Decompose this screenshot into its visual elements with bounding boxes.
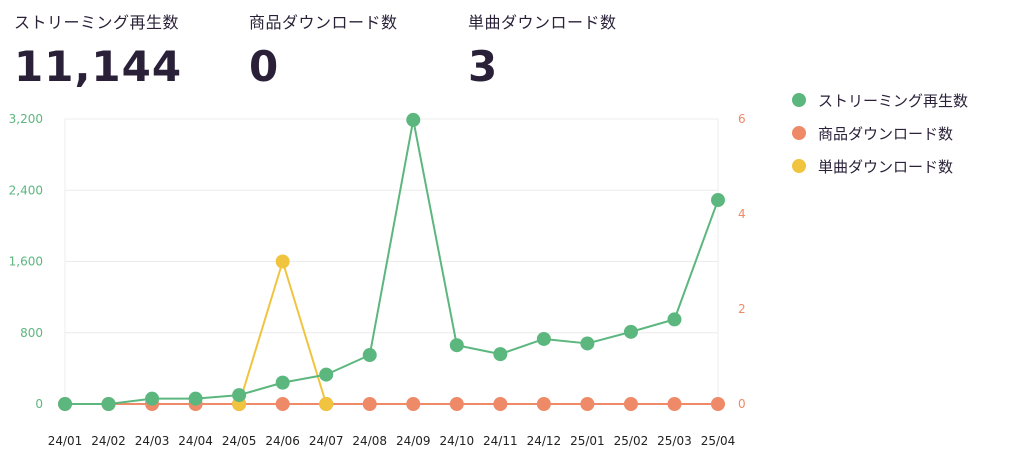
data-point	[58, 397, 72, 411]
data-point	[232, 388, 247, 403]
legend-label: 商品ダウンロード数	[818, 124, 954, 143]
legend-item-streaming[interactable]: ストリーミング再生数	[792, 90, 968, 110]
stat-single-downloads: 単曲ダウンロード数 3	[468, 12, 617, 92]
y-tick-label-left: 3,200	[9, 112, 43, 126]
x-tick-label: 24/11	[483, 434, 518, 448]
legend-item-single[interactable]: 単曲ダウンロード数	[792, 156, 968, 176]
x-axis-ticks: 24/01 24/02 24/03 24/04 24/05 24/06 24/07 24/08…	[48, 434, 736, 448]
x-tick-label: 24/03	[135, 434, 170, 448]
y-tick-label-left: 0	[35, 397, 43, 411]
legend-swatch	[792, 93, 806, 107]
x-tick-label: 25/03	[657, 434, 692, 448]
stat-value: 0	[249, 42, 280, 91]
x-tick-label: 25/04	[701, 434, 736, 448]
stat-label: 単曲ダウンロード数	[468, 13, 617, 32]
data-point	[493, 347, 508, 362]
y-tick-label-left: 800	[20, 326, 43, 340]
stat-value: 3	[468, 42, 499, 91]
data-point	[275, 375, 290, 390]
y-tick-label-right: 2	[738, 302, 746, 316]
legend-label: 単曲ダウンロード数	[818, 157, 954, 176]
y-tick-label-left: 2,400	[9, 183, 43, 197]
data-point	[623, 397, 638, 411]
data-point	[711, 193, 725, 208]
data-point	[275, 397, 290, 411]
stat-value: 11,144	[14, 42, 183, 91]
legend-item-product[interactable]: 商品ダウンロード数	[792, 123, 968, 143]
chart-legend: ストリーミング再生数 商品ダウンロード数 単曲ダウンロード数	[792, 90, 968, 189]
series	[58, 112, 725, 411]
data-point	[145, 391, 160, 406]
y-tick-label-right: 4	[738, 207, 746, 221]
data-point	[667, 312, 682, 327]
data-point	[188, 391, 203, 406]
data-point	[580, 336, 595, 351]
legend-swatch	[792, 126, 806, 140]
series-line	[65, 118, 719, 405]
y-tick-label-left: 1,600	[9, 255, 43, 269]
data-point	[275, 254, 290, 269]
data-point	[536, 397, 551, 411]
stat-label: 商品ダウンロード数	[249, 13, 398, 32]
data-point	[623, 324, 638, 339]
data-point	[101, 397, 116, 411]
x-tick-label: 24/05	[222, 434, 257, 448]
x-tick-label: 25/02	[614, 434, 649, 448]
x-tick-label: 24/10	[440, 434, 475, 448]
data-point	[406, 112, 421, 127]
data-point	[362, 348, 377, 363]
data-point	[319, 367, 334, 382]
data-point	[667, 397, 682, 411]
data-point	[406, 397, 421, 411]
x-tick-label: 24/08	[352, 434, 387, 448]
left-axis-ticks: 0 800 1,600 2,400 3,200	[9, 112, 43, 411]
stat-product-downloads: 商品ダウンロード数 0	[249, 12, 398, 92]
data-point	[711, 397, 725, 411]
legend-label: ストリーミング再生数	[818, 91, 969, 110]
data-point	[493, 397, 508, 411]
grid	[64, 118, 719, 405]
data-point	[536, 331, 551, 346]
stat-label: ストリーミング再生数	[14, 13, 180, 32]
x-tick-label: 24/06	[265, 434, 300, 448]
x-tick-label: 24/04	[178, 434, 213, 448]
x-tick-label: 24/07	[309, 434, 344, 448]
data-point	[449, 397, 464, 411]
stat-streaming-plays: ストリーミング再生数 11,144	[14, 12, 182, 92]
data-point	[362, 397, 377, 411]
legend-swatch	[792, 159, 806, 173]
data-point	[449, 338, 464, 353]
y-tick-label-right: 6	[738, 112, 746, 126]
x-tick-label: 24/09	[396, 434, 431, 448]
x-tick-label: 25/01	[570, 434, 605, 448]
x-tick-label: 24/02	[91, 434, 126, 448]
x-tick-label: 24/12	[527, 434, 562, 448]
series-0	[58, 112, 725, 411]
x-tick-label: 24/01	[48, 434, 83, 448]
right-axis-ticks: 0 2 4 6	[738, 112, 746, 411]
data-point	[580, 397, 595, 411]
y-tick-label-right: 0	[738, 397, 746, 411]
data-point	[319, 397, 334, 411]
